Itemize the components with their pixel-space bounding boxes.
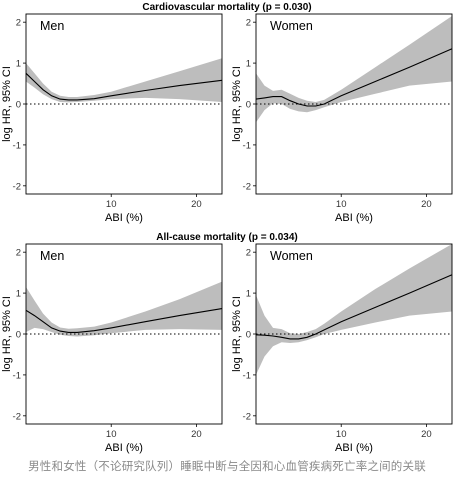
confidence-band — [26, 58, 222, 103]
chart-panel: Men -2 -1 0 1 2 10 20 ABI (%) log HR, 95% CI — [1, 243, 223, 454]
figure-caption: 男性和女性（不论研究队列）睡眠中断与全因和心血管疾病死亡率之间的关联 — [28, 459, 426, 473]
top-row-title-group: Cardiovascular mortality (p = 0.030) — [142, 2, 311, 13]
x-axis-label: ABI (%) — [105, 212, 143, 224]
x-axis-label: ABI (%) — [335, 442, 373, 454]
y-tick-label: 1 — [16, 59, 21, 70]
y-tick-label: 2 — [16, 18, 21, 29]
series-line — [255, 48, 453, 107]
y-tick-label: 0 — [16, 330, 21, 341]
panel-label: Women — [270, 249, 313, 263]
y-tick-label: 1 — [246, 289, 251, 300]
y-tick-label: -2 — [243, 181, 251, 192]
chart-title: All-cause mortality (p = 0.034) — [156, 232, 297, 243]
x-tick-label: 10 — [336, 199, 347, 210]
chart-panel: Men -2 -1 0 1 2 10 20 ABI (%) log HR, 95% CI — [1, 13, 223, 224]
y-axis-label: log HR, 95% CI — [1, 296, 13, 372]
x-tick-label: 10 — [106, 199, 117, 210]
y-axis-label: log HR, 95% CI — [231, 66, 243, 142]
y-tick-label: -2 — [13, 181, 21, 192]
series-line — [255, 274, 453, 340]
confidence-band — [256, 16, 452, 123]
panel-label: Men — [40, 19, 64, 33]
bottom-row-title-group: All-cause mortality (p = 0.034) — [156, 232, 297, 243]
x-tick-label: 20 — [421, 429, 432, 440]
panel-label: Men — [40, 249, 64, 263]
x-axis-label: ABI (%) — [105, 442, 143, 454]
y-tick-label: -1 — [13, 140, 21, 151]
y-tick-label: 0 — [246, 330, 251, 341]
y-axis-label: log HR, 95% CI — [231, 296, 243, 372]
y-axis-label: log HR, 95% CI — [1, 66, 13, 142]
y-tick-label: -1 — [243, 370, 251, 381]
x-tick-label: 10 — [336, 429, 347, 440]
chart-title: Cardiovascular mortality (p = 0.030) — [142, 2, 311, 13]
y-tick-label: 2 — [16, 248, 21, 259]
confidence-band — [26, 281, 222, 337]
y-tick-label: -2 — [13, 411, 21, 422]
y-tick-label: 2 — [246, 248, 251, 259]
chart-panel: Women -2 -1 0 1 2 10 20 ABI (%) log HR, 95% CI — [231, 243, 453, 454]
y-tick-label: 1 — [246, 59, 251, 70]
x-axis-label: ABI (%) — [335, 212, 373, 224]
series-line — [25, 308, 223, 333]
confidence-band — [256, 244, 452, 375]
y-tick-label: -1 — [243, 140, 251, 151]
y-tick-label: 0 — [246, 100, 251, 111]
x-tick-label: 20 — [421, 199, 432, 210]
y-tick-label: 2 — [246, 18, 251, 29]
y-tick-label: 1 — [16, 289, 21, 300]
y-tick-label: 0 — [16, 100, 21, 111]
x-tick-label: 10 — [106, 429, 117, 440]
x-tick-label: 20 — [191, 429, 202, 440]
chart-panel: Women -2 -1 0 1 2 10 20 ABI (%) log HR, 95% CI — [231, 13, 453, 224]
panel-label: Women — [270, 19, 313, 33]
series-line — [25, 72, 223, 101]
y-tick-label: -2 — [243, 411, 251, 422]
x-tick-label: 20 — [191, 199, 202, 210]
y-tick-label: -1 — [13, 370, 21, 381]
